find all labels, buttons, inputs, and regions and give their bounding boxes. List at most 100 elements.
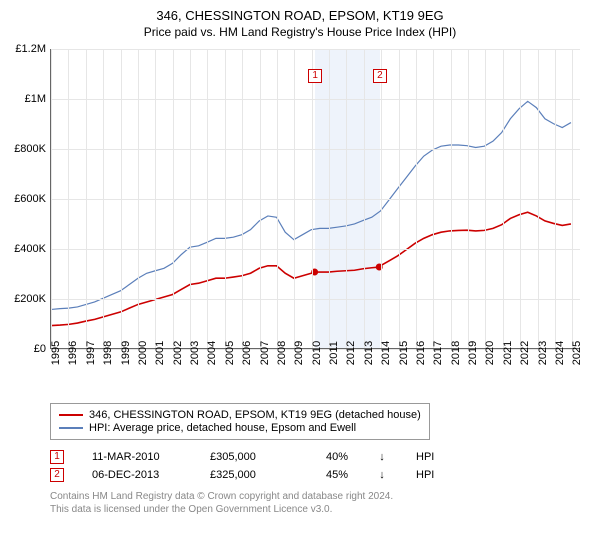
chart-subtitle: Price paid vs. HM Land Registry's House …	[6, 25, 594, 39]
transaction-price: £305,000	[210, 451, 280, 463]
x-tick-label: 1996	[67, 341, 79, 365]
y-tick-label: £400K	[14, 243, 46, 255]
gridline-horizontal	[51, 99, 580, 100]
x-tick-label: 2019	[467, 341, 479, 365]
gridline-vertical	[312, 49, 313, 348]
gridline-vertical	[329, 49, 330, 348]
legend-item: HPI: Average price, detached house, Epso…	[59, 422, 421, 434]
gridline-vertical	[121, 49, 122, 348]
legend-swatch	[59, 427, 83, 429]
x-tick-label: 2011	[328, 341, 340, 365]
x-tick-label: 2001	[154, 341, 166, 365]
transaction-row: 2 06-DEC-2013 £325,000 45% ↓ HPI	[50, 468, 594, 482]
gridline-horizontal	[51, 49, 580, 50]
transactions-table: 1 11-MAR-2010 £305,000 40% ↓ HPI 2 06-DEC-2013 £…	[50, 450, 594, 482]
transaction-marker-label: 1	[308, 69, 322, 83]
x-tick-label: 1999	[120, 341, 132, 365]
legend: 346, CHESSINGTON ROAD, EPSOM, KT19 9EG (…	[50, 403, 430, 440]
gridline-vertical	[138, 49, 139, 348]
x-tick-label: 2024	[554, 341, 566, 365]
chart-title: 346, CHESSINGTON ROAD, EPSOM, KT19 9EG	[6, 8, 594, 23]
x-tick-label: 1998	[102, 341, 114, 365]
gridline-vertical	[225, 49, 226, 348]
x-tick-label: 2000	[137, 341, 149, 365]
transaction-pct: 40%	[308, 451, 348, 463]
transaction-id-box: 1	[50, 450, 64, 464]
gridline-vertical	[86, 49, 87, 348]
x-axis: 1995199619971998199920002001200220032004…	[50, 349, 580, 393]
x-tick-label: 2005	[224, 341, 236, 365]
x-tick-label: 2007	[259, 341, 271, 365]
x-tick-label: 2020	[484, 341, 496, 365]
transaction-pct: 45%	[308, 469, 348, 481]
x-tick-label: 2006	[241, 341, 253, 365]
down-arrow-icon: ↓	[376, 469, 388, 481]
gridline-vertical	[190, 49, 191, 348]
transaction-id-box: 2	[50, 468, 64, 482]
gridline-vertical	[173, 49, 174, 348]
gridline-vertical	[260, 49, 261, 348]
gridline-vertical	[294, 49, 295, 348]
gridline-vertical	[538, 49, 539, 348]
gridline-vertical	[346, 49, 347, 348]
gridline-vertical	[364, 49, 365, 348]
transaction-date: 11-MAR-2010	[92, 451, 182, 463]
footnote: Contains HM Land Registry data © Crown c…	[50, 490, 594, 516]
footnote-line-2: This data is licensed under the Open Gov…	[50, 503, 594, 516]
gridline-vertical	[468, 49, 469, 348]
transaction-vs-label: HPI	[416, 469, 446, 481]
x-tick-label: 2018	[450, 341, 462, 365]
gridline-vertical	[520, 49, 521, 348]
footnote-line-1: Contains HM Land Registry data © Crown c…	[50, 490, 594, 503]
y-tick-label: £1M	[25, 93, 46, 105]
x-tick-label: 2022	[519, 341, 531, 365]
gridline-vertical	[451, 49, 452, 348]
x-tick-label: 1995	[50, 341, 62, 365]
x-tick-label: 2025	[571, 341, 583, 365]
gridline-vertical	[555, 49, 556, 348]
gridline-vertical	[51, 49, 52, 348]
gridline-vertical	[572, 49, 573, 348]
transaction-row: 111-MAR-2010£305,00040%↓HPI	[50, 450, 594, 464]
gridline-horizontal	[51, 199, 580, 200]
y-tick-label: £600K	[14, 193, 46, 205]
gridline-vertical	[207, 49, 208, 348]
gridline-horizontal	[51, 249, 580, 250]
gridline-vertical	[242, 49, 243, 348]
x-tick-label: 2014	[380, 341, 392, 365]
x-tick-label: 2009	[293, 341, 305, 365]
x-tick-label: 2010	[311, 341, 323, 365]
plot-area-wrap: £0£200K£400K£600K£800K£1M£1.2M 12	[6, 49, 594, 349]
y-axis: £0£200K£400K£600K£800K£1M£1.2M	[6, 49, 50, 349]
x-tick-label: 2004	[206, 341, 218, 365]
x-tick-label: 2013	[363, 341, 375, 365]
x-tick-label: 2023	[537, 341, 549, 365]
x-tick-label: 2008	[276, 341, 288, 365]
y-tick-label: £200K	[14, 293, 46, 305]
gridline-vertical	[381, 49, 382, 348]
x-tick-label: 2021	[502, 341, 514, 365]
gridline-vertical	[503, 49, 504, 348]
transaction-vs-label: HPI	[416, 451, 446, 463]
x-tick-label: 2002	[172, 341, 184, 365]
legend-swatch	[59, 414, 83, 416]
legend-label: HPI: Average price, detached house, Epso…	[89, 422, 356, 434]
plot-area: 12	[50, 49, 580, 349]
gridline-vertical	[416, 49, 417, 348]
transaction-price: £325,000	[210, 469, 280, 481]
transaction-date: 06-DEC-2013	[92, 469, 182, 481]
gridline-vertical	[68, 49, 69, 348]
x-tick-label: 2017	[432, 341, 444, 365]
gridline-horizontal	[51, 149, 580, 150]
gridline-vertical	[277, 49, 278, 348]
transaction-marker-label: 2	[373, 69, 387, 83]
legend-label: 346, CHESSINGTON ROAD, EPSOM, KT19 9EG (…	[89, 409, 421, 421]
legend-item: 346, CHESSINGTON ROAD, EPSOM, KT19 9EG (…	[59, 409, 421, 421]
gridline-horizontal	[51, 299, 580, 300]
y-tick-label: £0	[34, 343, 46, 355]
y-tick-label: £1.2M	[15, 43, 46, 55]
gridline-vertical	[433, 49, 434, 348]
x-tick-label: 2012	[345, 341, 357, 365]
x-tick-label: 2003	[189, 341, 201, 365]
gridline-vertical	[155, 49, 156, 348]
